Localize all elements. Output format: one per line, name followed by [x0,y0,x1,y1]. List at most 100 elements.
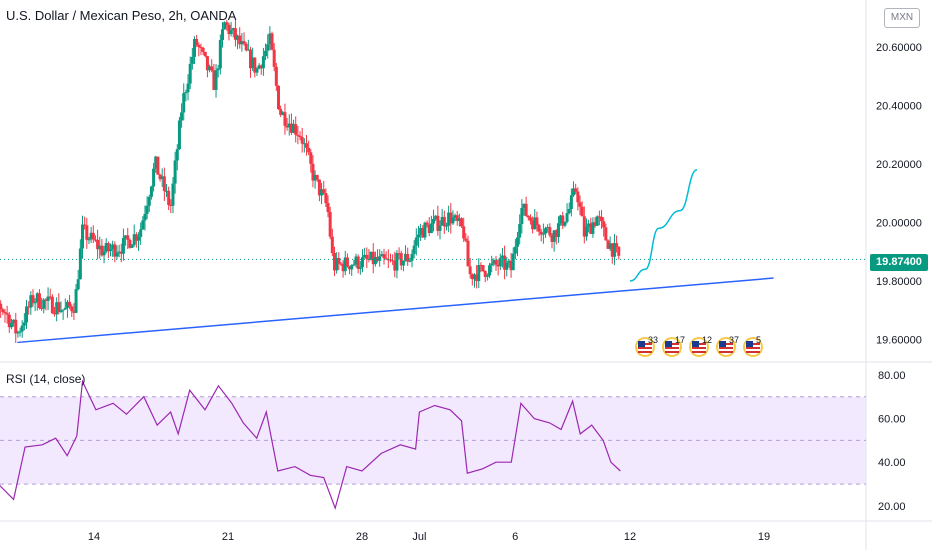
candle-body [292,124,296,133]
candle-body [251,57,255,69]
rsi-line [0,379,621,511]
candle-body [283,112,287,126]
candle-body [358,267,362,269]
candle-body [569,195,573,209]
candle-body [330,236,334,254]
candle-body [479,265,483,267]
candle-body [472,274,476,280]
candle-body [171,183,175,206]
candle-body [33,302,37,304]
candle-body [248,49,252,69]
candle-body [322,189,326,194]
candle-body [289,123,293,133]
candle-body [240,41,244,45]
candle-body [50,296,54,314]
candle-body [509,260,513,271]
candle-body [195,39,199,45]
candle-body [296,134,300,136]
candle-body [548,227,552,236]
candle-body [427,224,431,234]
event-count: 33 [648,335,659,345]
candle-body [401,260,405,266]
candle-body [410,253,414,261]
candle-body [130,244,134,248]
candle-body [61,309,65,311]
candle-body [242,41,246,44]
candle-body [287,123,291,128]
candle-body [121,237,125,254]
candle-body [238,35,242,45]
candle-body [533,217,537,230]
candle-body [255,68,259,73]
candle-body [145,205,149,214]
candle-body [468,266,472,275]
candle-body [363,254,367,258]
us-flag-icon[interactable]: 33 [634,335,659,360]
candle-body [70,306,74,312]
candle-body [44,299,48,301]
candle-body [604,227,608,241]
candle-body [100,245,104,256]
us-flag-icon[interactable]: 5 [742,335,766,360]
candle-body [578,202,582,207]
price-tick-label: 19.80000 [876,276,922,288]
time-tick-label: 28 [356,531,368,543]
us-flag-icon[interactable]: 37 [715,335,739,360]
candle-body [554,230,558,238]
candle-body [496,264,500,267]
candle-body [154,156,158,169]
candle-body [395,253,399,271]
rsi-title: RSI (14, close) [6,372,86,386]
candle-body [343,257,347,272]
candle-body [565,213,569,222]
candle-body [48,296,52,298]
candle-body [141,220,145,230]
candle-body [412,245,416,254]
candle-body [186,83,190,93]
candle-body [199,47,203,49]
candle-body [453,215,457,218]
candle-body [425,222,429,225]
candle-body [46,296,50,301]
candle-body [81,224,85,249]
event-count: 12 [702,335,713,345]
candle-body [546,227,550,229]
candle-body [298,135,302,138]
candle-body [434,215,438,220]
candle-body [285,125,289,128]
candle-body [335,258,339,271]
candle-body [378,256,382,261]
candle-body [244,43,248,51]
candle-body [193,39,196,57]
currency-badge[interactable]: MXN [884,8,920,28]
candle-body [180,112,184,121]
candle-body [505,262,509,270]
projection-path[interactable] [629,169,698,282]
candle-body [507,260,511,263]
candle-body [524,203,528,216]
rsi-tick-label: 40.00 [878,457,906,469]
price-tick-label: 19.60000 [876,335,922,347]
candle-body [261,56,265,69]
candle-body [600,216,604,222]
event-count: 17 [675,335,686,345]
candle-body [500,255,504,258]
rsi-tick-label: 20.00 [878,501,906,513]
candle-body [173,160,177,184]
candle-body [53,313,57,315]
candle-body [531,220,535,230]
candle-body [526,215,530,218]
candle-body [246,49,250,51]
candle-body [111,244,115,250]
candle-body [27,306,31,308]
us-flag-icon[interactable]: 17 [661,335,686,360]
support-trendline[interactable] [17,277,774,344]
candle-body [31,295,35,303]
us-flag-icon[interactable]: 12 [688,335,713,360]
candle-body [492,260,496,264]
candle-body [165,190,169,192]
candle-body [360,257,364,268]
candle-body [72,311,76,313]
price-tick-label: 20.60000 [876,42,922,54]
